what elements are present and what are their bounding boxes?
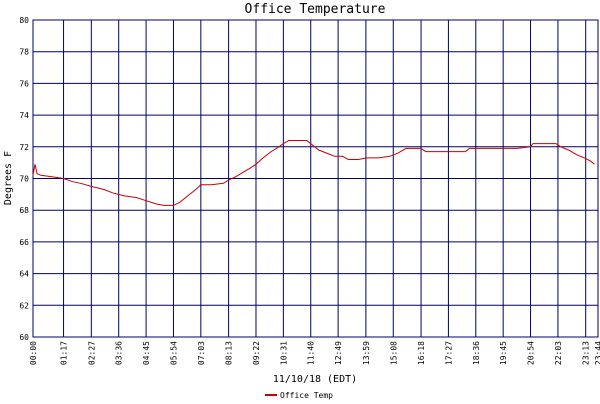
legend-label: Office Temp (280, 391, 333, 400)
y-tick-label: 74 (19, 111, 29, 120)
x-tick-label: 13:59 (362, 341, 371, 365)
x-tick-label: 00:00 (29, 341, 38, 365)
x-tick-label: 20:54 (527, 341, 536, 365)
y-axis-label: Degrees F (3, 151, 14, 205)
y-tick-label: 60 (19, 333, 29, 342)
chart-title: Office Temperature (245, 2, 386, 17)
y-tick-label: 80 (19, 16, 29, 25)
y-tick-label: 70 (19, 175, 29, 184)
x-tick-label: 10:31 (279, 341, 288, 365)
y-tick-label: 68 (19, 206, 29, 215)
x-tick-label: 12:49 (334, 341, 343, 365)
y-tick-label: 62 (19, 301, 29, 310)
x-tick-label: 11:40 (307, 341, 316, 365)
data-line (32, 140, 595, 206)
x-tick-label: 22:03 (554, 341, 563, 365)
y-tick-label: 64 (19, 270, 29, 279)
x-tick-label: 03:36 (115, 341, 124, 365)
x-tick-label: 17:27 (444, 341, 453, 365)
x-axis-label: 11/10/18 (EDT) (273, 374, 357, 385)
x-tick-label: 18:36 (472, 341, 481, 365)
y-tick-label: 76 (19, 79, 29, 88)
x-tick-label: 01:17 (60, 341, 69, 365)
x-tick-label: 19:45 (499, 341, 508, 365)
x-tick-label: 16:18 (417, 341, 426, 365)
x-tick-label: 09:22 (252, 341, 261, 365)
x-tick-label: 02:27 (87, 341, 96, 365)
y-tick-label: 72 (19, 143, 29, 152)
x-tick-label: 23:44 (594, 341, 600, 365)
x-tick-label: 08:13 (225, 341, 234, 365)
y-tick-label: 78 (19, 48, 29, 57)
x-tick-label: 23:13 (582, 341, 591, 365)
y-tick-label: 66 (19, 238, 29, 247)
x-tick-label: 07:03 (197, 341, 206, 365)
x-tick-label: 05:54 (169, 341, 178, 365)
x-tick-label: 15:08 (389, 341, 398, 365)
x-tick-label: 04:45 (142, 341, 151, 365)
